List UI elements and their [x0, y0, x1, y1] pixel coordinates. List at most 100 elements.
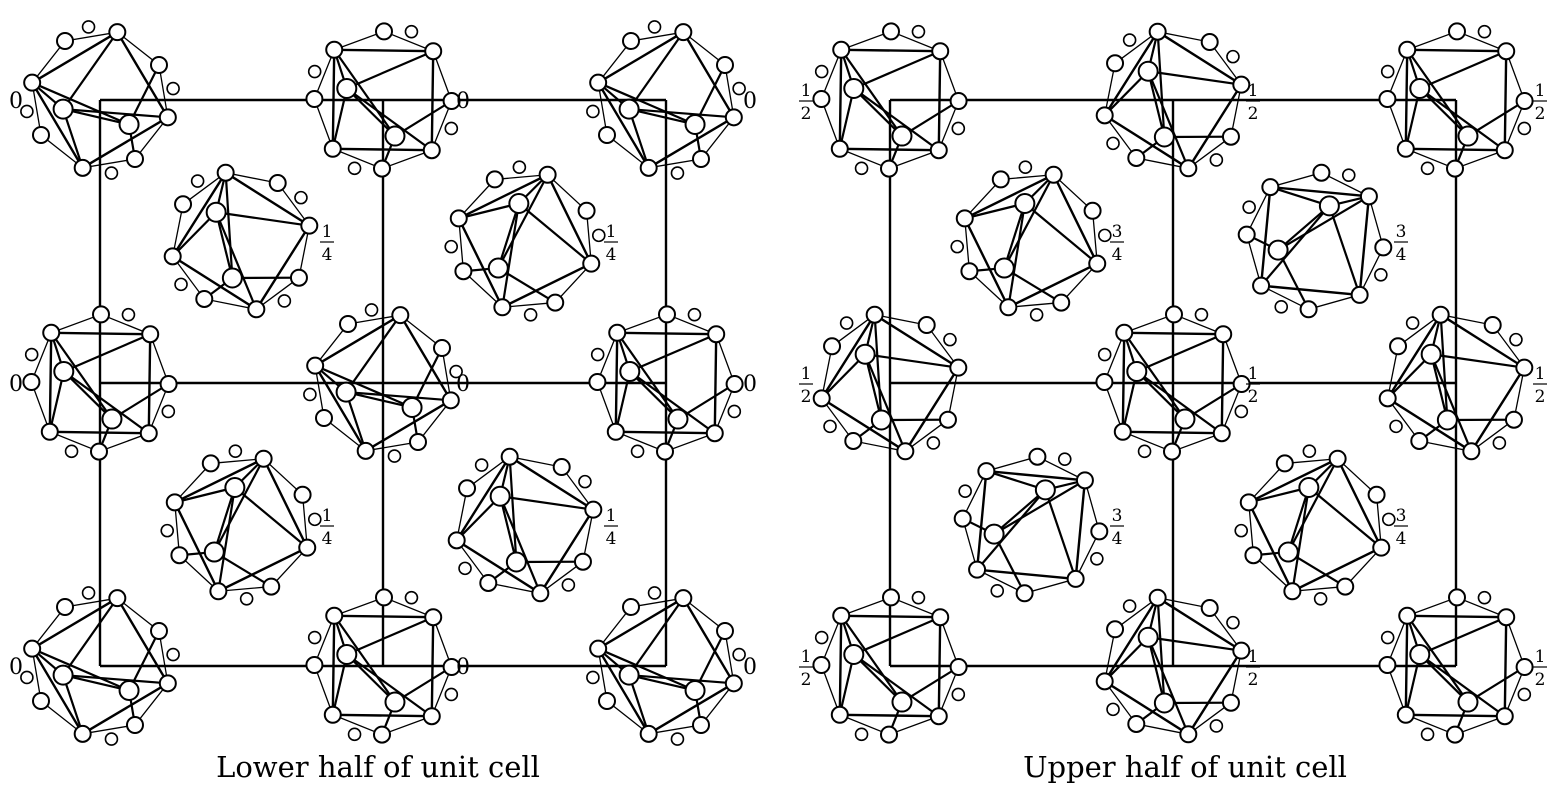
cluster-bond	[1277, 204, 1331, 251]
center-cluster	[950, 160, 1112, 322]
atom-circle-icon	[1179, 725, 1198, 744]
atom-circle-icon	[658, 305, 677, 324]
atom-circle-icon	[159, 375, 178, 394]
cluster-bond	[31, 647, 130, 692]
atom-circle-icon	[1318, 195, 1340, 217]
cluster-bond	[215, 211, 258, 310]
atom-circle-icon	[1083, 201, 1102, 220]
cluster-bond	[853, 616, 941, 656]
atom-circle-icon	[424, 608, 443, 627]
atom-circle-icon	[1095, 372, 1114, 391]
atom-circle-icon	[911, 24, 926, 39]
atom-circle-icon	[1420, 343, 1442, 365]
atom-circle-icon	[372, 725, 391, 744]
height-label-text: 0	[743, 372, 757, 397]
atom-circle-icon	[590, 347, 605, 362]
fraction-denominator: 4	[1396, 245, 1407, 265]
atom-circle-icon	[163, 247, 182, 266]
atom-circle-icon	[1209, 153, 1224, 167]
atom-circle-icon	[56, 597, 75, 616]
cluster-bond	[1430, 353, 1449, 421]
fraction-numerator: 1	[801, 364, 812, 384]
atom-circle-icon	[670, 166, 685, 180]
atom-circle-icon	[589, 73, 608, 92]
atom-circle-icon	[52, 98, 74, 120]
atom-circle-icon	[854, 343, 876, 365]
corner-height-label: 0	[743, 89, 757, 114]
cluster-bond	[1024, 202, 1098, 265]
atom-circle-icon	[990, 584, 1005, 598]
cluster-bond	[215, 211, 234, 279]
cluster-bond	[1419, 653, 1469, 703]
atom-circle-icon	[1044, 165, 1063, 184]
atom-circle-icon	[538, 165, 557, 184]
cluster-bond	[840, 615, 903, 703]
corner-height-label: 12	[1533, 81, 1547, 124]
cluster-bond	[993, 533, 1026, 594]
cluster-bond	[500, 495, 594, 511]
atom-circle-icon	[336, 643, 358, 665]
cluster-outline	[172, 172, 310, 310]
atom-circle-icon	[42, 323, 61, 342]
cluster-bond	[346, 87, 396, 137]
atom-circle-icon	[618, 664, 640, 686]
atom-circle-icon	[101, 408, 123, 430]
atom-circle-icon	[882, 588, 901, 607]
atom-circle-icon	[684, 113, 706, 135]
atom-circle-icon	[305, 89, 324, 108]
cluster-frame	[1247, 457, 1383, 593]
atom-circle-icon	[949, 358, 968, 377]
center-height-label: 34	[1394, 222, 1408, 265]
atom-circle-icon	[404, 24, 419, 39]
corner-cluster	[20, 20, 180, 180]
atom-circle-icon	[205, 201, 227, 223]
corner-height-label: 0	[456, 89, 470, 114]
cluster-bond	[1156, 597, 1166, 704]
atom-circle-icon	[977, 462, 996, 481]
atom-circle-icon	[929, 141, 948, 160]
atom-circle-icon	[814, 630, 829, 645]
atom-circle-icon	[1137, 60, 1159, 82]
atom-circle-icon	[56, 31, 75, 50]
cluster-bond	[629, 107, 734, 119]
cluster-bond	[1419, 87, 1469, 137]
height-label-text: 0	[456, 655, 470, 680]
atom-circle-icon	[150, 56, 169, 75]
atom-circle-icon	[1372, 538, 1391, 557]
atom-circle-icon	[298, 538, 317, 557]
atom-circle-icon	[687, 307, 702, 322]
atom-circle-icon	[158, 108, 177, 127]
fraction-numerator: 1	[606, 506, 617, 526]
cluster-bond	[694, 64, 726, 125]
atom-circle-icon	[582, 254, 601, 273]
atom-circle-icon	[31, 691, 50, 710]
cluster-bond	[1147, 636, 1166, 704]
atom-circle-icon	[577, 201, 596, 220]
atom-circle-icon	[882, 22, 901, 41]
atom-circle-icon	[716, 56, 735, 75]
fraction-numerator: 1	[1248, 364, 1259, 384]
atom-circle-icon	[422, 141, 441, 160]
cluster-bond	[1328, 205, 1361, 296]
atom-circle-icon	[843, 77, 865, 99]
atom-circle-icon	[444, 121, 459, 136]
atom-circle-icon	[306, 356, 325, 375]
fraction-numerator: 1	[801, 81, 812, 101]
atom-circle-icon	[24, 347, 39, 362]
atom-circle-icon	[561, 578, 576, 592]
atom-circle-icon	[674, 589, 693, 608]
atom-circle-icon	[1328, 449, 1347, 468]
corner-height-label: 0	[9, 655, 23, 680]
atom-circle-icon	[500, 447, 519, 466]
atom-circle-icon	[444, 239, 459, 254]
atom-circle-icon	[121, 307, 136, 322]
atom-circle-icon	[364, 303, 379, 317]
atom-circle-icon	[1234, 404, 1249, 419]
atom-circle-icon	[209, 582, 228, 601]
atom-circle-icon	[1200, 33, 1219, 52]
atom-circle-icon	[1497, 42, 1516, 61]
atom-circle-icon	[89, 442, 108, 461]
fraction-numerator: 3	[1112, 506, 1123, 526]
atom-circle-icon	[458, 561, 472, 576]
